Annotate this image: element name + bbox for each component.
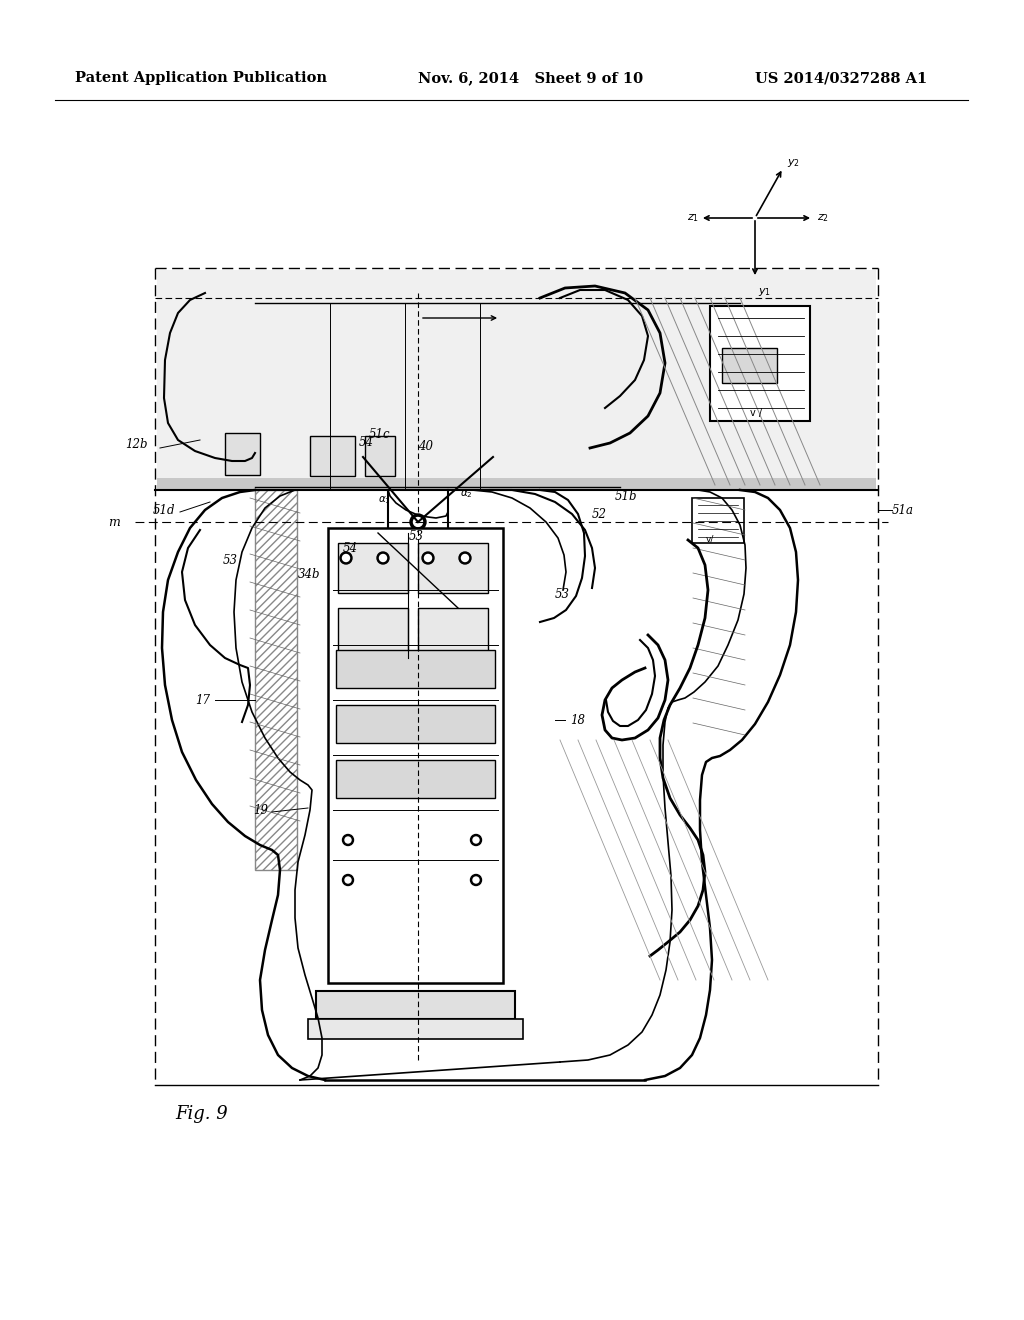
- Text: $\alpha_2$: $\alpha_2$: [460, 488, 473, 500]
- Bar: [157, 271, 876, 490]
- Text: 19: 19: [253, 804, 268, 817]
- Bar: [338, 609, 408, 653]
- Bar: [336, 760, 495, 799]
- Circle shape: [345, 837, 351, 843]
- Text: 53: 53: [222, 553, 238, 566]
- Circle shape: [422, 552, 434, 564]
- Bar: [308, 1019, 523, 1039]
- Circle shape: [340, 552, 352, 564]
- Text: US 2014/0327288 A1: US 2014/0327288 A1: [755, 71, 928, 84]
- Text: 17: 17: [195, 693, 210, 706]
- Circle shape: [473, 876, 479, 883]
- Circle shape: [380, 554, 386, 561]
- Circle shape: [462, 554, 469, 561]
- Bar: [225, 433, 260, 475]
- Text: Patent Application Publication: Patent Application Publication: [75, 71, 327, 84]
- Text: v /: v /: [750, 408, 762, 418]
- Circle shape: [473, 837, 479, 843]
- Bar: [418, 609, 488, 653]
- Circle shape: [459, 552, 471, 564]
- Bar: [328, 528, 503, 983]
- Bar: [365, 436, 395, 477]
- Bar: [560, 560, 660, 909]
- Text: 53: 53: [555, 589, 570, 602]
- Circle shape: [470, 874, 481, 886]
- Text: $y_1$: $y_1$: [758, 286, 771, 298]
- Text: 51a: 51a: [892, 503, 914, 516]
- Circle shape: [345, 876, 351, 883]
- Text: Nov. 6, 2014   Sheet 9 of 10: Nov. 6, 2014 Sheet 9 of 10: [418, 71, 643, 84]
- Bar: [316, 991, 515, 1019]
- Bar: [710, 306, 810, 421]
- Text: Fig. 9: Fig. 9: [175, 1105, 227, 1123]
- Text: 18: 18: [570, 714, 585, 726]
- Circle shape: [410, 513, 426, 531]
- Text: 54: 54: [342, 541, 357, 554]
- Text: 12b: 12b: [126, 438, 148, 451]
- Bar: [722, 348, 777, 383]
- Circle shape: [342, 554, 349, 561]
- Text: $z_1$: $z_1$: [687, 213, 699, 224]
- Circle shape: [414, 517, 423, 527]
- Text: m: m: [109, 516, 120, 528]
- Text: 52: 52: [592, 507, 607, 520]
- Text: $\alpha_1$: $\alpha_1$: [378, 494, 391, 506]
- Bar: [338, 543, 408, 593]
- Bar: [692, 498, 744, 543]
- Text: 51d: 51d: [153, 503, 175, 516]
- Circle shape: [342, 874, 353, 886]
- Text: 54: 54: [358, 436, 374, 449]
- Circle shape: [342, 834, 353, 846]
- Text: v/: v/: [706, 535, 714, 543]
- Bar: [336, 705, 495, 743]
- Circle shape: [470, 834, 481, 846]
- Text: 34b: 34b: [298, 569, 319, 582]
- Text: 51c: 51c: [370, 429, 391, 441]
- Text: 40: 40: [419, 441, 433, 454]
- Bar: [310, 436, 355, 477]
- Circle shape: [425, 554, 431, 561]
- Bar: [418, 543, 488, 593]
- Text: $z_2$: $z_2$: [817, 213, 829, 224]
- Circle shape: [377, 552, 389, 564]
- Bar: [255, 490, 297, 870]
- Text: 51b: 51b: [615, 490, 638, 503]
- Text: $y_2$: $y_2$: [787, 157, 800, 169]
- Bar: [157, 478, 876, 490]
- Text: 53: 53: [409, 529, 424, 543]
- Bar: [336, 649, 495, 688]
- Bar: [155, 304, 210, 490]
